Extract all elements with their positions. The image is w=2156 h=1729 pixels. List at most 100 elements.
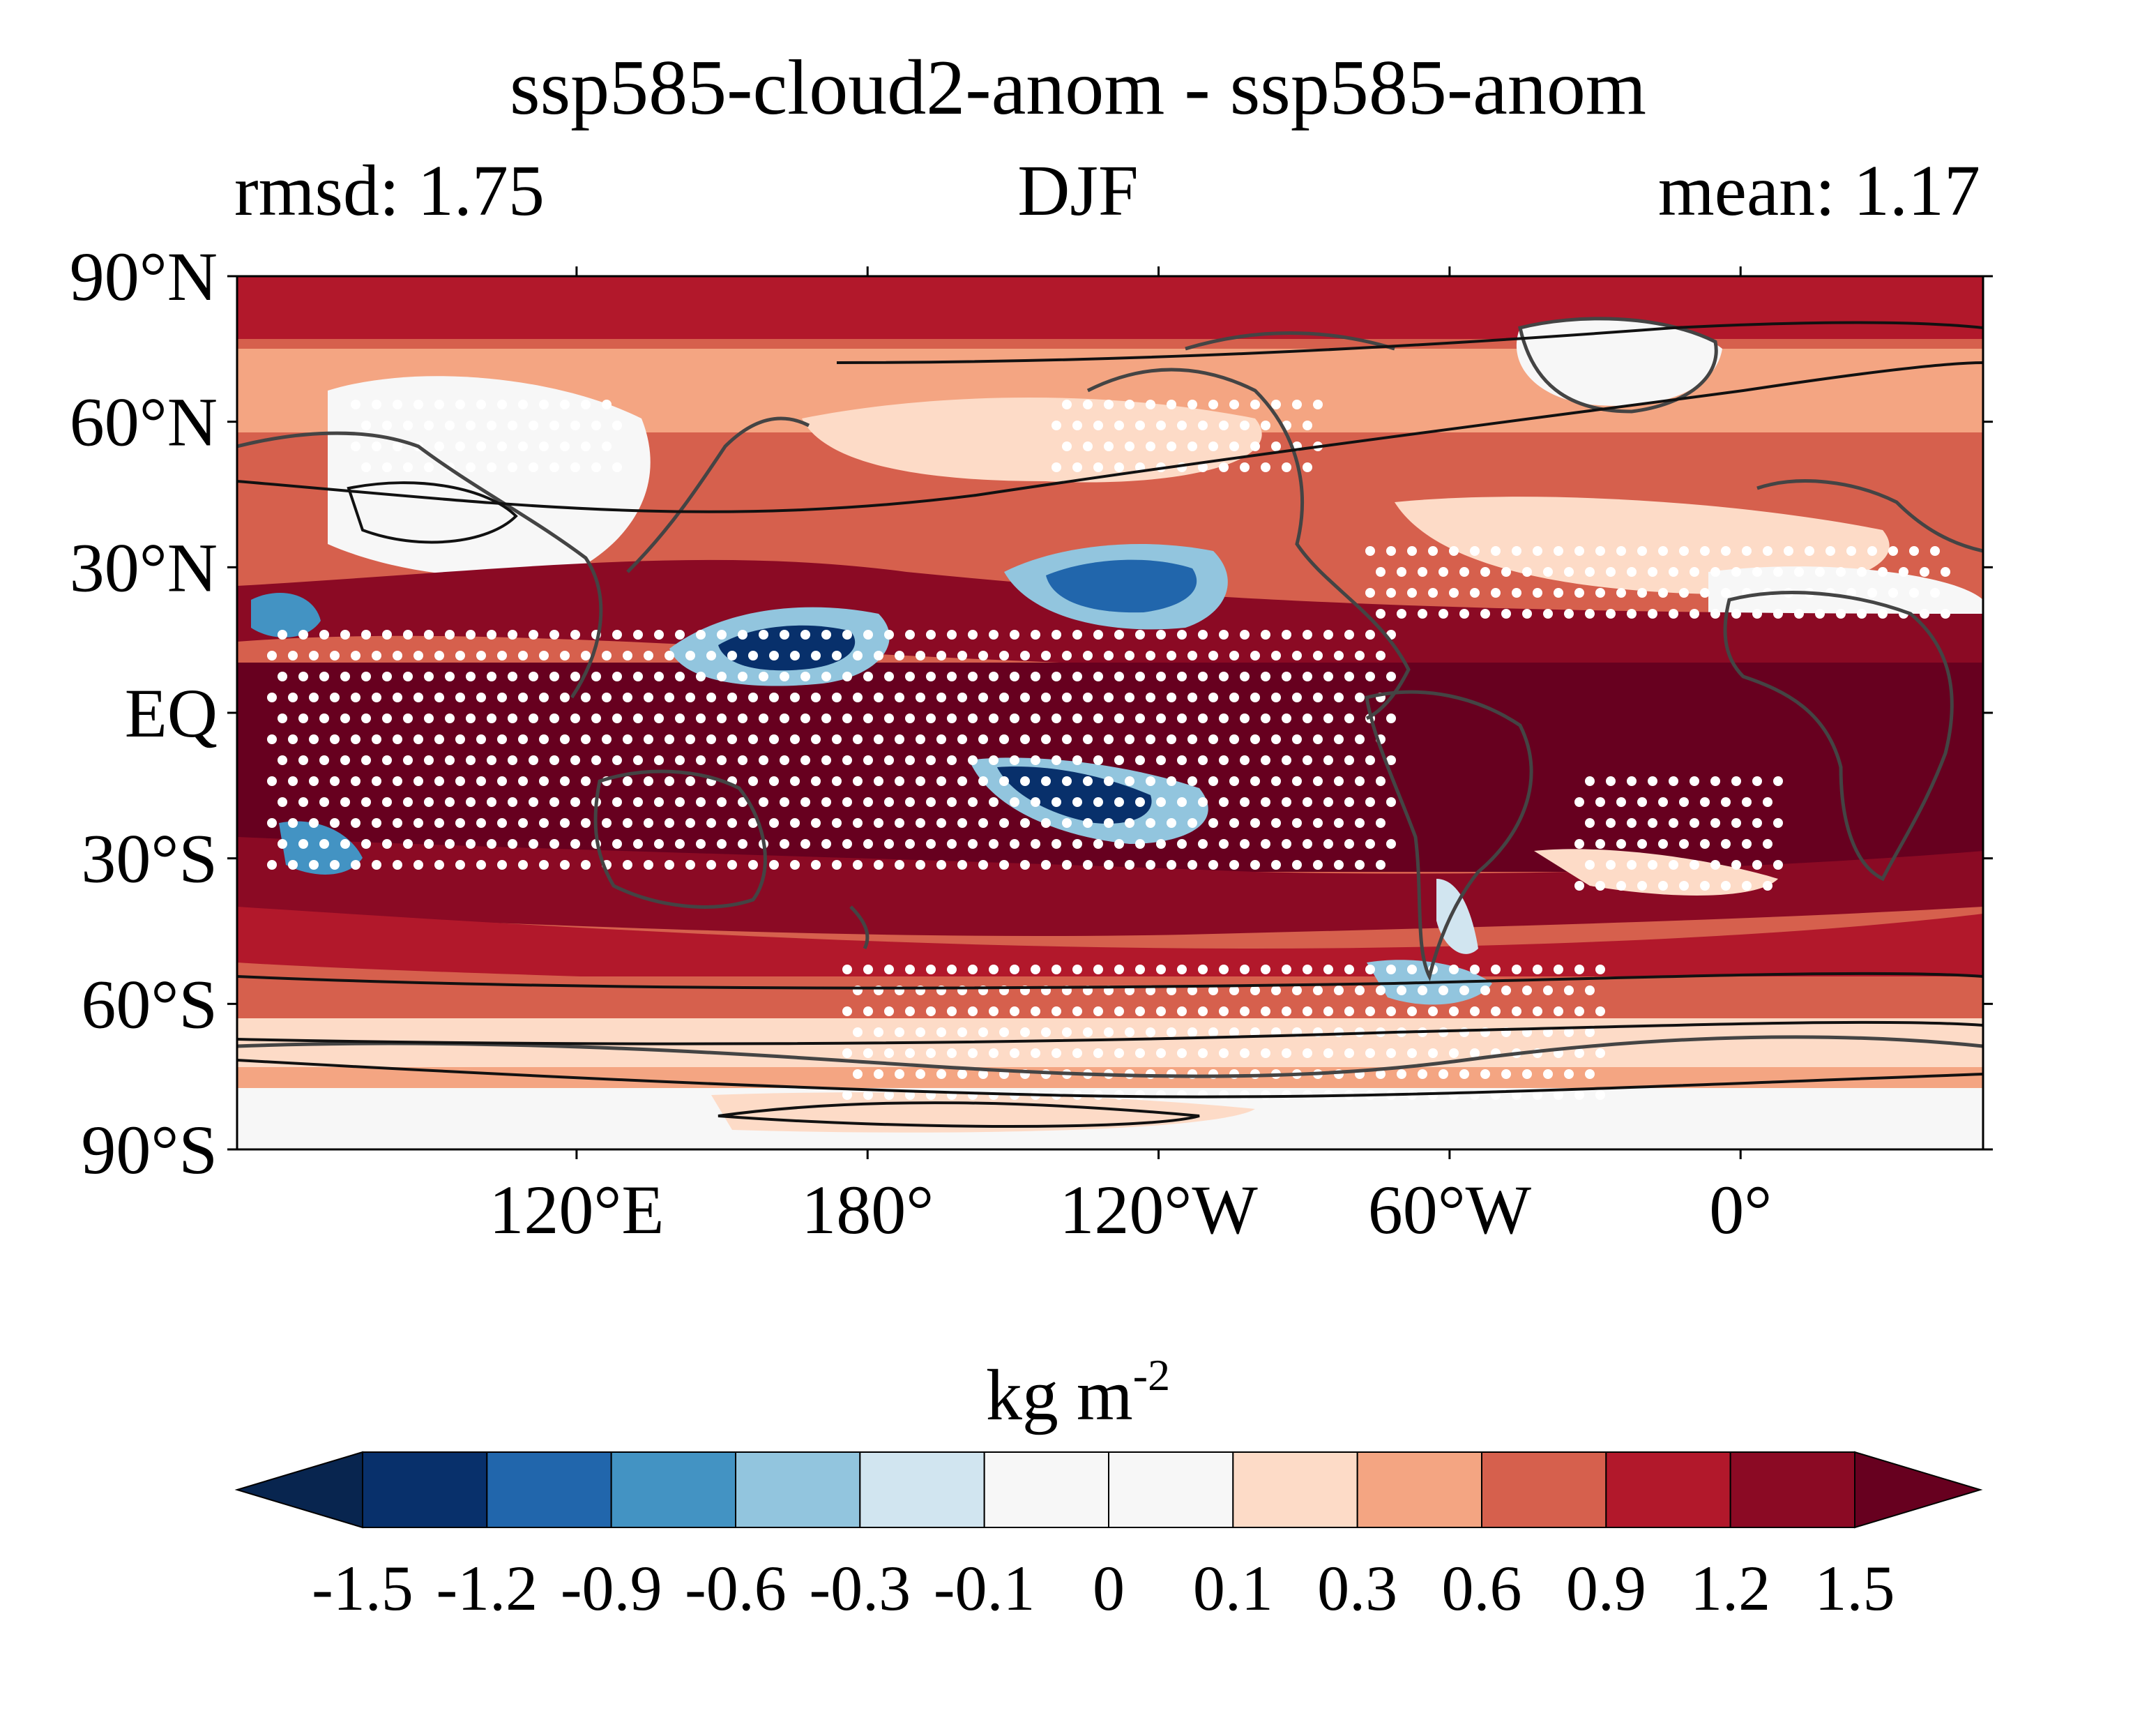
- stipple-dot: [361, 672, 371, 681]
- stipple-dot: [1825, 546, 1835, 556]
- stipple-dot: [1585, 567, 1595, 577]
- stipple-dot: [696, 755, 706, 765]
- stipple-dot: [895, 818, 904, 828]
- stipple-dot: [675, 755, 685, 765]
- stipple-dot: [1072, 630, 1082, 640]
- stipple-dot: [1480, 986, 1490, 995]
- stipple-dot: [393, 693, 402, 702]
- lat-label: 30°N: [70, 529, 218, 606]
- stipple-dot: [1742, 881, 1752, 891]
- stipple-dot: [1240, 714, 1250, 723]
- stipple-dot: [1177, 797, 1187, 807]
- stipple-dot: [1198, 755, 1208, 765]
- stipple-dot: [539, 776, 549, 786]
- stipple-dot: [1156, 672, 1166, 681]
- colorbar-box: [983, 1451, 1109, 1528]
- lon-label: 120°E: [489, 1171, 664, 1248]
- stipple-dot: [936, 651, 946, 660]
- stipple-dot: [1574, 546, 1584, 556]
- stipple-dot: [1292, 400, 1302, 409]
- stipple-dot: [278, 630, 287, 640]
- stipple-dot: [842, 1090, 852, 1100]
- stipple-dot: [361, 462, 371, 472]
- coast-australia: [593, 769, 767, 909]
- stipple-dot: [330, 860, 340, 870]
- stipple-dot: [999, 693, 1009, 702]
- stipple-dot: [351, 860, 360, 870]
- stipple-dot: [529, 797, 538, 807]
- stipple-dot: [1815, 609, 1825, 619]
- stipple-dot: [1574, 1048, 1584, 1058]
- stipple-dot: [382, 462, 392, 472]
- stipple-dot: [1930, 588, 1940, 598]
- stipple-dot: [1323, 630, 1333, 640]
- stipple-dot: [434, 651, 444, 660]
- stipple-dot: [1721, 588, 1731, 598]
- stipple-dot: [1240, 1006, 1250, 1016]
- stipple-dot: [926, 797, 936, 807]
- stipple-dot: [1240, 755, 1250, 765]
- coast-greenland: [1518, 317, 1718, 414]
- stipple-dot: [1052, 1006, 1061, 1016]
- stipple-dot: [455, 651, 465, 660]
- stipple-dot: [1365, 755, 1375, 765]
- stipple-dot: [1418, 1069, 1427, 1079]
- stipple-dot: [633, 630, 643, 640]
- stipple-dot: [1355, 734, 1365, 744]
- stipple-dot: [1491, 546, 1501, 556]
- stipple-dot: [466, 672, 476, 681]
- stipple-dot: [1407, 546, 1417, 556]
- stipple-dot: [905, 630, 915, 640]
- stipple-dot: [1282, 797, 1291, 807]
- stipple-dot: [936, 693, 946, 702]
- stipple-dot: [1041, 651, 1051, 660]
- stipple-dot: [1459, 1069, 1469, 1079]
- stipple-dot: [1031, 630, 1040, 640]
- stipple-dot: [1156, 797, 1166, 807]
- stipple-dot: [340, 755, 350, 765]
- stipple-dot: [738, 714, 747, 723]
- stipple-dot: [1386, 965, 1396, 974]
- stipple-dot: [1731, 860, 1741, 870]
- stipple-dot: [968, 1006, 978, 1016]
- stipple-dot: [298, 630, 308, 640]
- stipple-dot: [288, 734, 298, 744]
- stipple-dot: [706, 860, 716, 870]
- stipple-dot: [717, 672, 727, 681]
- stipple-dot: [853, 818, 863, 828]
- stipple-dot: [466, 797, 476, 807]
- stipple-dot: [330, 734, 340, 744]
- stipple-dot: [863, 1090, 873, 1100]
- stipple-dot: [455, 818, 465, 828]
- stipple-dot: [1219, 839, 1229, 849]
- stipple-dot: [1313, 693, 1323, 702]
- colorbar-tick-label: 1.5: [1815, 1553, 1895, 1624]
- stipple-dot: [424, 462, 434, 472]
- lat-label: 90°S: [81, 1111, 218, 1188]
- stipple-dot: [999, 860, 1009, 870]
- stipple-dot: [549, 421, 559, 430]
- stipple-dot: [1376, 651, 1386, 660]
- stipple-dot: [1261, 1006, 1270, 1016]
- stipple-dot: [1878, 609, 1888, 619]
- stipple-dot: [1313, 651, 1323, 660]
- stipple-dot: [874, 651, 883, 660]
- stipple-dot: [1323, 672, 1333, 681]
- stipple-dot: [1020, 776, 1030, 786]
- stipple-dot: [978, 776, 988, 786]
- stipple-dot: [1323, 1006, 1333, 1016]
- stipple-dot: [706, 818, 716, 828]
- stipple-dot: [434, 693, 444, 702]
- stipple-dot: [1742, 546, 1752, 556]
- stipple-dot: [1031, 1048, 1040, 1058]
- stipple-dot: [1052, 421, 1061, 430]
- stipple-dot: [560, 860, 570, 870]
- stipple-dot: [361, 630, 371, 640]
- stipple-dot: [1125, 734, 1134, 744]
- stipple-dot: [1010, 1048, 1019, 1058]
- stipple-dot: [1208, 776, 1218, 786]
- stipple-dot: [727, 693, 737, 702]
- stipple-dot: [372, 860, 381, 870]
- stipple-dot: [748, 693, 758, 702]
- stipple-dot: [759, 755, 768, 765]
